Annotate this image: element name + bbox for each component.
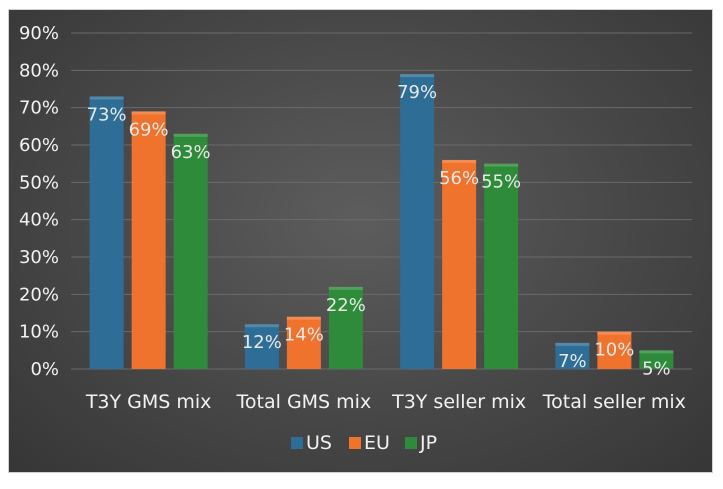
data-label: 12% [242,332,282,353]
legend-swatch-eu [349,437,361,449]
bar-highlight [555,342,590,346]
legend-swatch-us [291,437,303,449]
data-label: 22% [326,295,366,316]
x-category-label: Total GMS mix [236,391,372,413]
bar-highlight [639,350,674,354]
legend-label-us: US [306,432,332,454]
y-tick-label: 40% [19,210,59,231]
bar-highlight [173,133,208,137]
bar-highlight [89,96,124,100]
bar-jp [484,163,519,369]
data-label: 79% [397,82,437,103]
bar-chart: 0% 10% 20% 30% 40% 50% 60% 70% 80% 90% 73%69%63% T3… [19,23,692,454]
bar-eu [131,111,166,370]
bar-highlight [328,286,363,290]
bar-highlight [286,316,321,320]
bar-us [89,96,124,369]
bar-jp [328,286,363,369]
bar-us [555,342,590,369]
bar-highlight [442,159,477,163]
y-tick-label: 30% [19,247,59,268]
legend-swatch-jp [405,437,417,449]
data-label: 10% [594,340,634,361]
data-label: 73% [87,104,127,125]
data-label: 63% [171,142,211,163]
bar-jp [639,350,674,369]
y-tick-label: 60% [19,135,59,156]
data-label: 7% [558,351,587,372]
bar-highlight [400,74,435,78]
data-label: 55% [481,172,521,193]
data-label: 69% [129,119,169,140]
y-tick-label: 10% [19,322,59,343]
bar-eu [286,316,321,369]
bar-highlight [131,111,166,115]
data-label: 14% [284,325,324,346]
y-tick-label: 70% [19,98,59,119]
bar-highlight [597,331,632,335]
data-label: 56% [439,168,479,189]
x-category-label: Total seller mix [542,391,686,413]
data-label: 5% [642,358,671,379]
bar-us [400,74,435,370]
legend-label-jp: JP [419,432,437,454]
bar-highlight [484,163,519,167]
y-tick-label: 0% [30,359,59,380]
legend-label-eu: EU [364,432,390,454]
x-category-label: T3Y GMS mix [85,391,212,413]
x-category-label: T3Y seller mix [391,391,526,413]
bar-jp [173,133,208,369]
y-tick-label: 80% [19,60,59,81]
chart-area: 0% 10% 20% 30% 40% 50% 60% 70% 80% 90% 73% 69% 63% T3… [8,9,713,473]
bar-us [244,324,279,369]
bar-eu [597,331,632,369]
bar-highlight [244,324,279,328]
y-tick-label: 90% [19,23,59,44]
y-tick-label: 50% [19,172,59,193]
y-tick-label: 20% [19,284,59,305]
bar-eu [442,159,477,369]
